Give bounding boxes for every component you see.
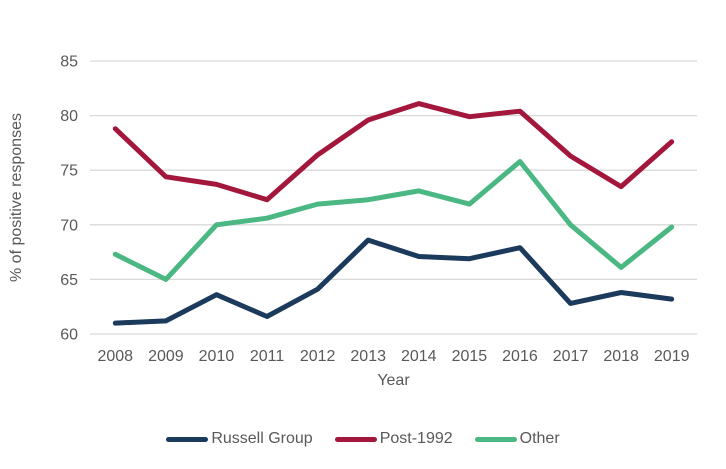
x-tick-label-2016: 2016: [502, 348, 538, 365]
x-axis-title: Year: [377, 372, 410, 389]
plot-area: 60 65 70 75 80 85 2008 2009 2010 2011 2012 2013 2014…: [60, 54, 697, 365]
x-tick-label-2009: 2009: [148, 348, 184, 365]
x-tick-label-2013: 2013: [350, 348, 386, 365]
legend-swatch-post-1992: [334, 436, 377, 442]
x-tick-label-2018: 2018: [603, 348, 639, 365]
series-line-russell-group: [112, 237, 675, 326]
y-tick-label-75: 75: [60, 163, 78, 180]
series-line-other: [112, 159, 675, 282]
legend-label-russell-group: Russell Group: [211, 430, 313, 447]
y-tick-label-85: 85: [60, 54, 78, 71]
x-tick-label-2012: 2012: [300, 348, 336, 365]
legend-label-post-1992: Post-1992: [379, 430, 453, 447]
y-tick-label-80: 80: [60, 108, 78, 125]
x-tick-label-2011: 2011: [250, 348, 285, 365]
y-tick-label-60: 60: [60, 327, 78, 344]
x-tick-label-2008: 2008: [97, 348, 133, 365]
x-tick-label-2014: 2014: [401, 348, 437, 365]
legend: Russell Group Post-1992 Other: [0, 430, 726, 448]
legend-swatch-russell-group: [166, 436, 209, 442]
series-line-post-1992: [112, 101, 675, 203]
x-tick-label-2010: 2010: [199, 348, 235, 365]
x-tick-label-2015: 2015: [452, 348, 488, 365]
legend-item-post-1992: Post-1992: [334, 430, 453, 448]
legend-swatch-other: [474, 436, 517, 442]
legend-label-other: Other: [519, 430, 560, 447]
x-tick-label-2017: 2017: [553, 348, 589, 365]
legend-item-other: Other: [474, 430, 560, 448]
y-tick-label-70: 70: [60, 217, 78, 234]
x-tick-label-2019: 2019: [654, 348, 690, 365]
y-tick-label-65: 65: [60, 272, 78, 289]
legend-item-russell-group: Russell Group: [166, 430, 313, 448]
